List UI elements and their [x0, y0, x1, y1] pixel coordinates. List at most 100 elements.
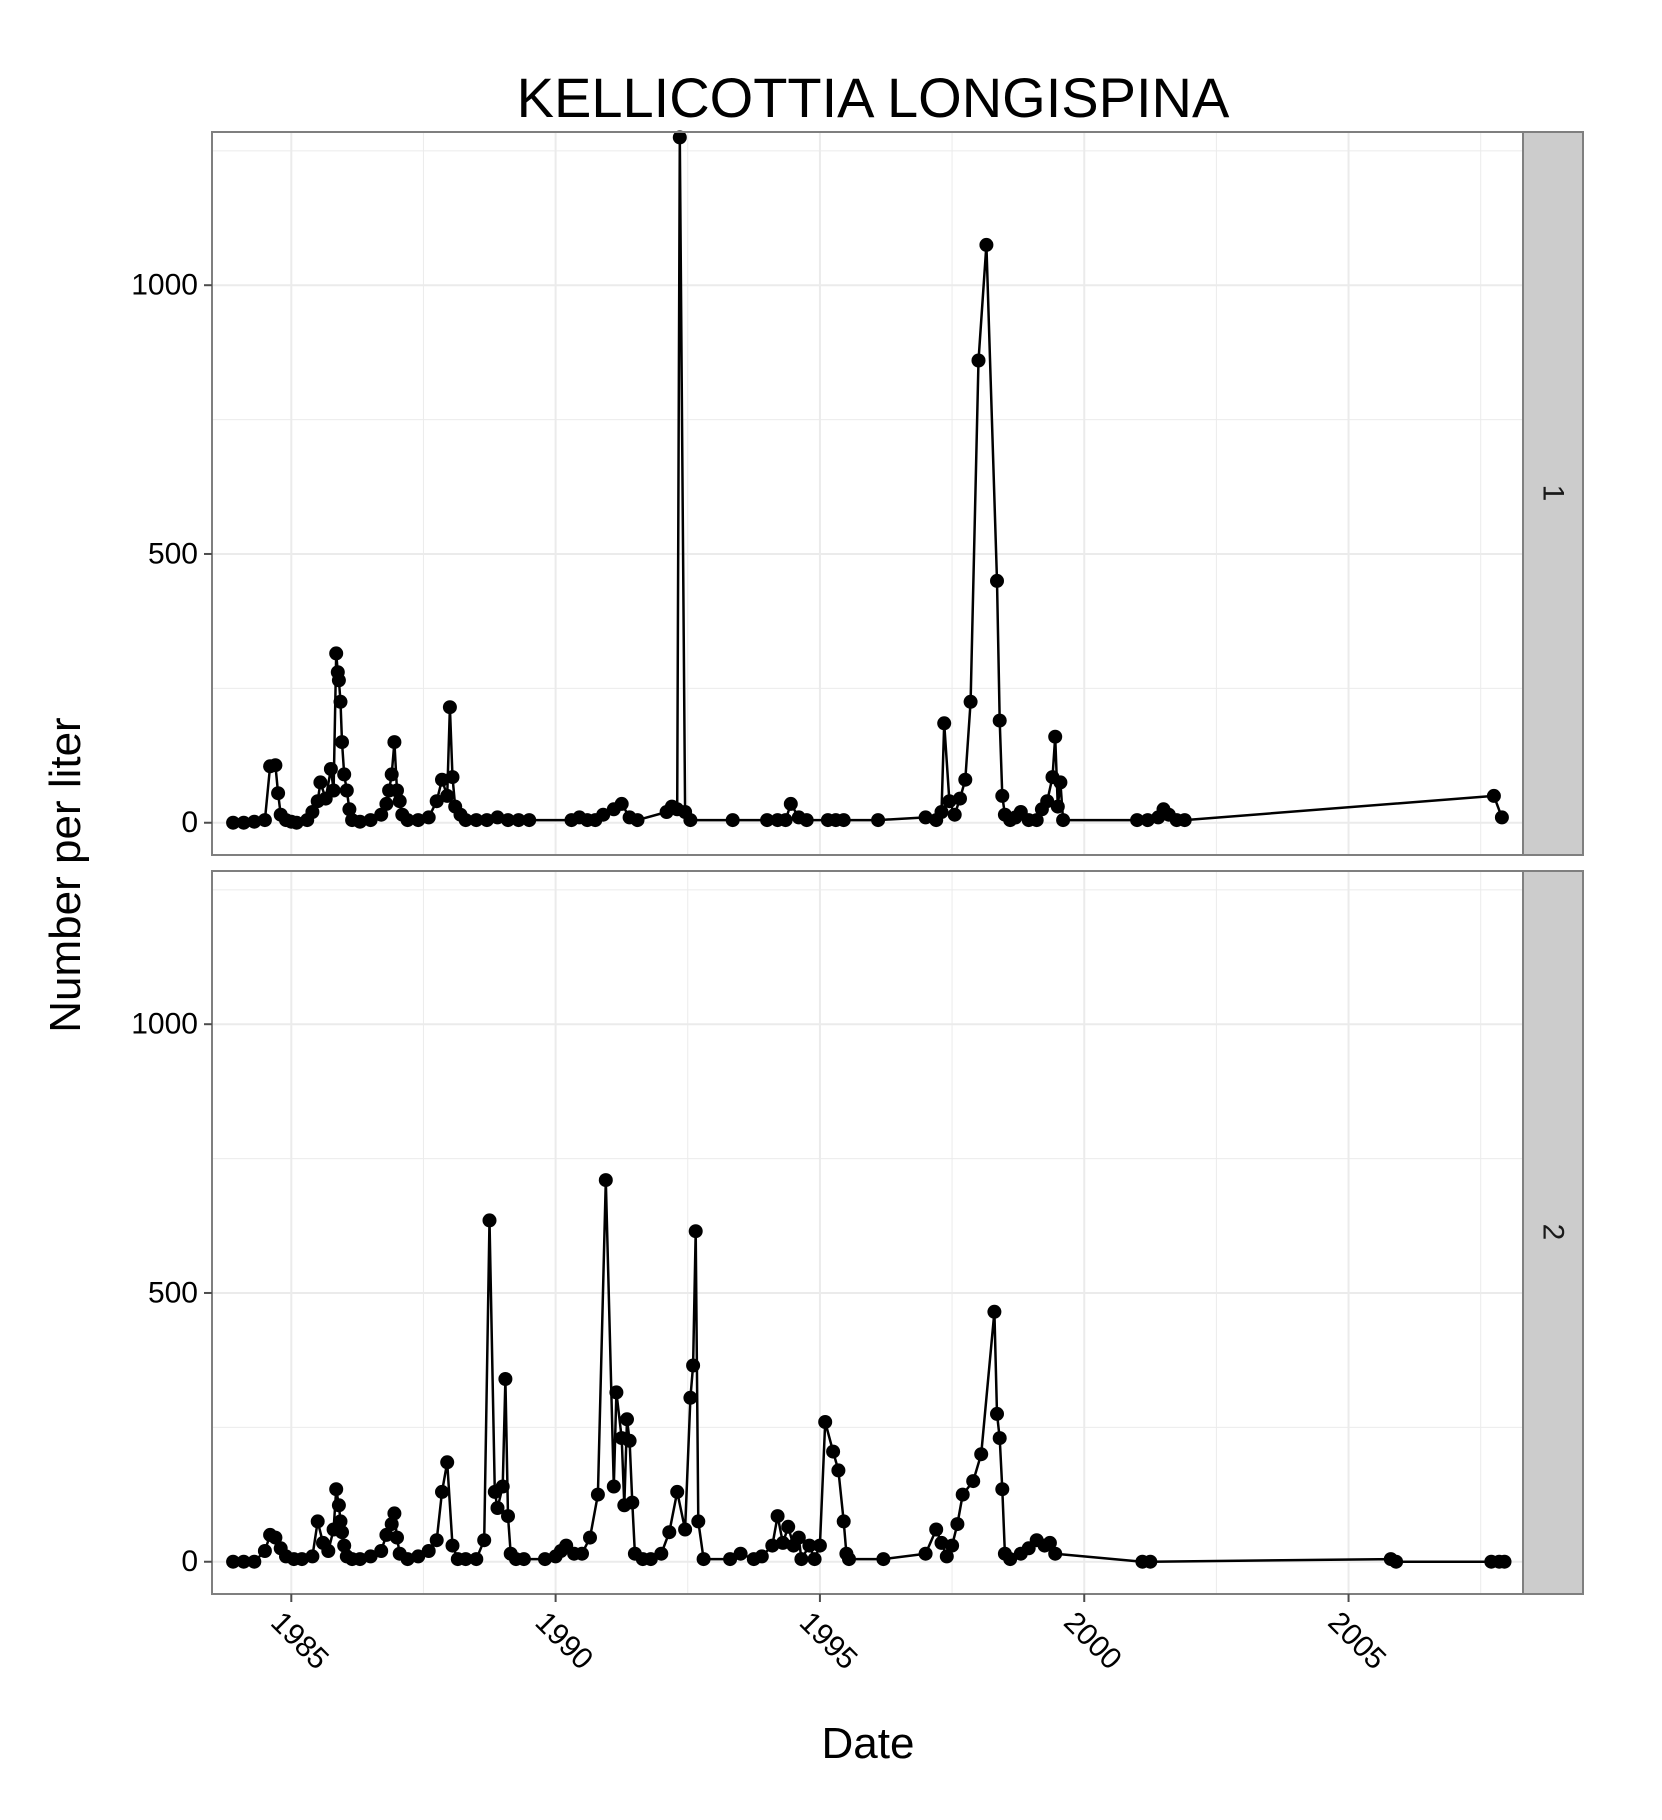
- data-point: [929, 1523, 943, 1537]
- data-point: [496, 1480, 510, 1494]
- panel-2-background: [212, 871, 1523, 1594]
- y-tick-label: 1000: [131, 1008, 198, 1041]
- data-point: [329, 646, 343, 660]
- data-point: [800, 813, 814, 827]
- data-point: [446, 1539, 460, 1553]
- y-axis-title: Number per liter: [41, 717, 90, 1032]
- data-point: [950, 1517, 964, 1531]
- data-point: [321, 1544, 335, 1558]
- x-axis-title: Date: [822, 1719, 915, 1768]
- data-point: [591, 1488, 605, 1502]
- data-point: [620, 1412, 634, 1426]
- data-point: [779, 813, 793, 827]
- data-point: [979, 238, 993, 252]
- data-point: [837, 813, 851, 827]
- data-point: [446, 770, 460, 784]
- data-point: [734, 1547, 748, 1561]
- data-point: [385, 767, 399, 781]
- data-point: [662, 1525, 676, 1539]
- data-point: [686, 1359, 700, 1373]
- data-point: [477, 1533, 491, 1547]
- data-point: [271, 786, 285, 800]
- data-point: [808, 1552, 822, 1566]
- data-point: [631, 813, 645, 827]
- panel-1: 1 0 500 1000: [131, 130, 1583, 855]
- data-point: [726, 813, 740, 827]
- data-point: [430, 1533, 444, 1547]
- data-point: [247, 1555, 261, 1569]
- data-point: [340, 784, 354, 798]
- data-point: [837, 1514, 851, 1528]
- data-point: [670, 1485, 684, 1499]
- data-point: [575, 1547, 589, 1561]
- data-point: [440, 1455, 454, 1469]
- data-point: [990, 574, 1004, 588]
- data-point: [607, 1480, 621, 1494]
- data-point: [374, 1544, 388, 1558]
- data-point: [311, 1514, 325, 1528]
- x-tick-label: 2000: [1057, 1606, 1128, 1677]
- data-point: [993, 714, 1007, 728]
- x-tick-label: 1985: [264, 1606, 335, 1677]
- data-point: [258, 1544, 272, 1558]
- data-point: [995, 1482, 1009, 1496]
- data-point: [953, 792, 967, 806]
- data-point: [258, 813, 272, 827]
- data-point: [1056, 813, 1070, 827]
- data-point: [583, 1531, 597, 1545]
- data-point: [683, 813, 697, 827]
- data-point: [332, 1498, 346, 1512]
- data-point: [972, 354, 986, 368]
- data-point: [842, 1552, 856, 1566]
- data-point: [615, 797, 629, 811]
- data-point: [755, 1549, 769, 1563]
- panel-2-strip-label: 2: [1537, 1224, 1570, 1241]
- data-point: [831, 1463, 845, 1477]
- data-point: [1487, 789, 1501, 803]
- y-tick-label: 0: [181, 806, 198, 839]
- data-point: [1048, 1547, 1062, 1561]
- data-point: [305, 1549, 319, 1563]
- data-point: [964, 695, 978, 709]
- data-point: [678, 1523, 692, 1537]
- data-point: [443, 700, 457, 714]
- data-point: [818, 1415, 832, 1429]
- data-point: [1143, 1555, 1157, 1569]
- data-point: [784, 797, 798, 811]
- data-point: [974, 1447, 988, 1461]
- data-point: [654, 1547, 668, 1561]
- data-point: [689, 1224, 703, 1238]
- data-point: [498, 1372, 512, 1386]
- data-point: [697, 1552, 711, 1566]
- x-axis-ticks: 1985 1990 1995 2000 2005: [264, 1594, 1392, 1676]
- x-tick-label: 2005: [1322, 1606, 1393, 1677]
- data-point: [966, 1474, 980, 1488]
- data-point: [609, 1385, 623, 1399]
- panel-2-y-ticks: 0 500 1000: [131, 1008, 212, 1579]
- data-point: [987, 1305, 1001, 1319]
- data-point: [919, 1547, 933, 1561]
- panel-1-strip-label: 1: [1537, 485, 1570, 502]
- data-point: [691, 1514, 705, 1528]
- data-point: [387, 1506, 401, 1520]
- data-point: [324, 762, 338, 776]
- data-point: [327, 784, 341, 798]
- panel-1-y-ticks: 05001000: [131, 269, 212, 840]
- data-point: [683, 1391, 697, 1405]
- data-point: [876, 1552, 890, 1566]
- y-tick-label: 0: [181, 1545, 198, 1578]
- data-point: [435, 1485, 449, 1499]
- chart-title: KELLICOTTIA LONGISPINA: [517, 66, 1230, 129]
- data-point: [1051, 800, 1065, 814]
- data-point: [393, 794, 407, 808]
- panel-2: 2 0 500 1000: [131, 871, 1583, 1594]
- data-point: [379, 797, 393, 811]
- data-point: [313, 775, 327, 789]
- data-point: [483, 1213, 497, 1227]
- data-point: [1495, 810, 1509, 824]
- data-point: [517, 1552, 531, 1566]
- panel-1-background: [212, 132, 1523, 855]
- data-point: [1389, 1555, 1403, 1569]
- y-tick-label: 500: [148, 1276, 198, 1309]
